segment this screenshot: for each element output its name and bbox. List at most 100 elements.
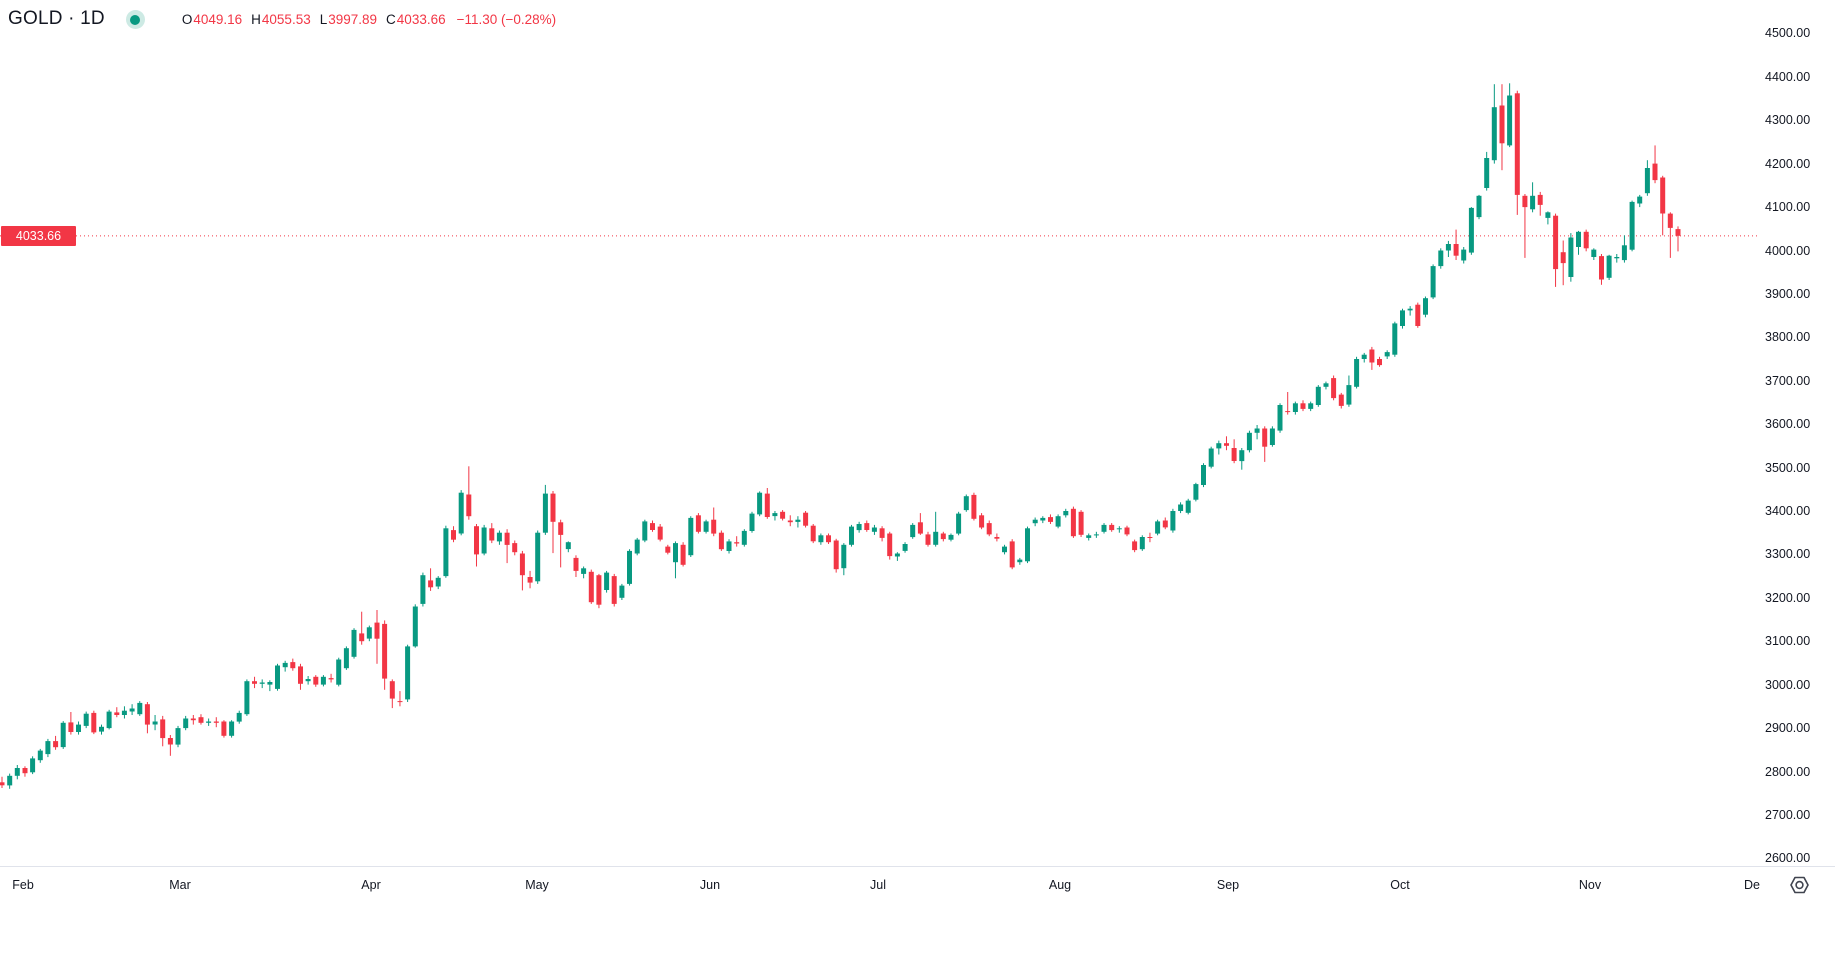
month-label: Apr [361,878,381,892]
price-tick-label: 3800.00 [1765,330,1811,345]
candle [971,494,977,519]
candle [1070,508,1076,537]
candle [581,568,587,574]
candle [1009,541,1015,568]
candle [221,721,227,736]
candle [320,676,326,685]
candle [519,553,525,576]
candle [1055,516,1061,527]
candle [481,527,487,554]
time-scale[interactable]: Feb Mar Apr May Jun Jul Aug Sep Oct Nov De [0,866,1835,907]
candle [604,572,610,590]
price-tick-label: 4400.00 [1765,69,1811,84]
candle [550,493,556,522]
candle [1155,521,1161,534]
candle [917,522,923,534]
candle [1514,93,1520,195]
candle [267,682,273,685]
candle [397,701,403,703]
candle [244,681,250,715]
candle [1499,105,1505,144]
candle [359,633,365,642]
candle [160,719,166,739]
candle [1147,537,1153,538]
candle [1323,383,1329,387]
candle [1231,448,1237,461]
market-status-icon[interactable] [125,9,146,29]
month-label: Sep [1216,878,1240,892]
chart-legend: GOLD · 1D O 4049.16 H 4055.53 L 3997.89 … [8,5,556,33]
price-tick-label: 3200.00 [1765,590,1811,605]
candle [198,717,204,723]
candle [144,704,150,725]
high-value: 4055.53 [261,11,311,27]
price-scale[interactable]: 4500.00 4400.00 4300.00 4200.00 4100.00 4000.… [1757,0,1835,866]
candle [963,496,969,511]
candle [849,526,854,545]
candle [1269,428,1275,445]
candle [879,528,885,538]
month-label: Mar [169,878,191,892]
candle [175,728,181,745]
ohlc-close: C 4033.66 [386,12,446,27]
candle [99,726,104,732]
ohlc-low: L 3997.89 [320,12,377,27]
candle [826,535,831,543]
price-tick-label: 4000.00 [1765,243,1811,258]
price-tick-label: 3400.00 [1765,504,1811,518]
candle [1660,177,1666,214]
candle [542,493,548,533]
candle [757,492,763,515]
candle [657,526,663,540]
candle [887,533,893,557]
candle [1048,517,1053,522]
candle [734,542,740,544]
candle [856,524,862,531]
candle [956,513,962,534]
candle [1063,511,1069,516]
candle [1377,359,1382,366]
gear-hexagon-icon[interactable] [1785,873,1813,897]
candle [443,528,449,577]
candle [259,682,265,684]
price-tick-label: 3900.00 [1765,286,1811,301]
candle [1599,256,1604,280]
candle [1545,212,1551,218]
candle [611,576,617,604]
symbol-title[interactable]: GOLD · 1D [8,8,105,29]
ohlc-open: O 4049.16 [182,12,242,27]
candle [236,712,242,722]
candle [7,775,13,786]
candle [1392,323,1398,355]
month-label: Oct [1390,878,1410,892]
candle [1002,546,1007,553]
candle [1254,428,1260,433]
candle [1300,403,1306,409]
candle [1331,378,1337,399]
price-tick-label: 4200.00 [1765,156,1811,171]
candle [137,702,143,715]
candle [1530,195,1536,210]
price-tick-label: 3500.00 [1765,460,1811,475]
candle [535,532,541,582]
candle [642,521,648,541]
candle [1315,386,1321,405]
candle [810,525,816,542]
candle [1637,196,1643,204]
price-tick-label: 4500.00 [1765,26,1811,41]
candle [1040,517,1046,521]
candle [458,492,464,534]
candle [1216,443,1222,449]
candle [167,738,173,745]
candle [680,544,686,565]
candle [420,575,426,604]
candle [619,585,625,598]
candle [1407,308,1413,311]
candle [428,580,434,588]
candle [1246,432,1252,451]
low-value: 3997.89 [328,11,378,27]
candle [925,534,931,545]
candle [282,662,288,668]
